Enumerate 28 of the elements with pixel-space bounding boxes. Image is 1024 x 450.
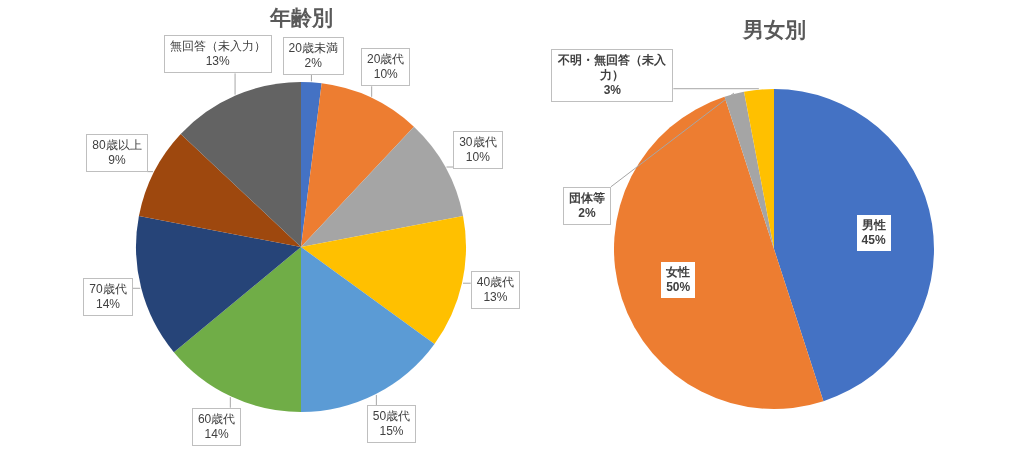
slice-label: 40歳代 bbox=[476, 275, 515, 291]
data-label: 15% bbox=[378, 424, 405, 440]
data-label: 14% bbox=[203, 426, 230, 442]
data-label: 10% bbox=[372, 67, 399, 83]
slice-label: 女性 bbox=[666, 265, 691, 281]
data-label: 14% bbox=[94, 296, 121, 312]
slice-label: 男性 bbox=[861, 218, 886, 234]
data-label: 9% bbox=[107, 153, 127, 169]
slice-label: 30歳代 bbox=[459, 134, 497, 150]
data-label: 10% bbox=[464, 149, 491, 165]
slice-label: 団体等 bbox=[568, 190, 605, 206]
chart-title: 年齢別 bbox=[268, 5, 334, 31]
slice-label: 不明・無回答（未入力） bbox=[557, 53, 668, 84]
data-label: 45% bbox=[861, 233, 886, 249]
slice-label: 20歳代 bbox=[367, 52, 405, 68]
data-label: 2% bbox=[303, 55, 323, 71]
data-label: 3% bbox=[602, 83, 623, 99]
slice-label: 50歳代 bbox=[372, 409, 411, 425]
slice-label: 70歳代 bbox=[89, 281, 127, 297]
data-label: 13% bbox=[482, 290, 509, 306]
data-label: 13% bbox=[204, 54, 231, 70]
slice-label: 20歳未満 bbox=[288, 40, 338, 56]
data-label: 2% bbox=[577, 205, 597, 221]
slice-label: 60歳代 bbox=[197, 411, 236, 427]
slice-label: 無回答（未入力） bbox=[169, 39, 266, 55]
slice-label: 80歳以上 bbox=[92, 138, 142, 154]
chart-title: 男女別 bbox=[741, 17, 807, 43]
data-label: 50% bbox=[666, 280, 691, 296]
